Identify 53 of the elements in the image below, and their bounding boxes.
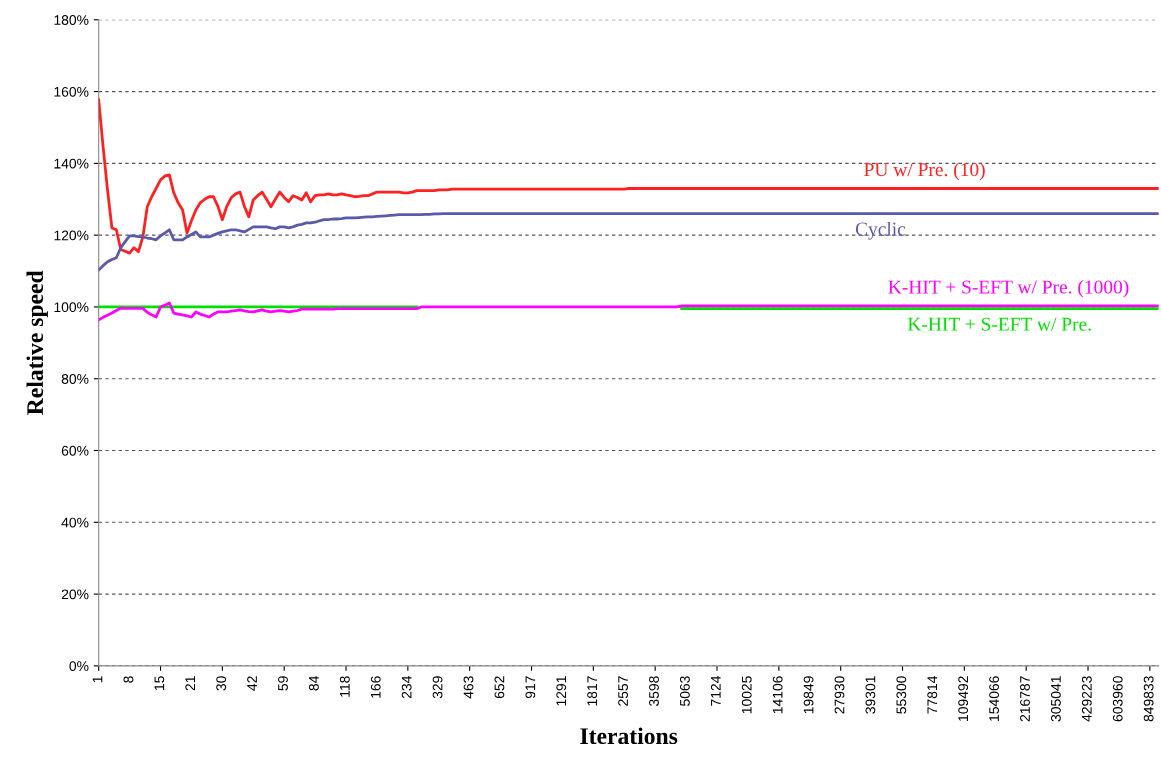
x-tick-label: 1817 [587,676,598,706]
y-tick-label: 160% [54,86,89,97]
x-tick-label: 603960 [1112,676,1123,722]
x-tick-label: 234 [401,676,412,699]
line-series [98,98,1159,255]
y-tick-label: 80% [61,374,89,384]
x-tick-label: 77814 [927,676,938,714]
x-tick-label: 27930 [834,676,845,714]
series-label: PU w/ Pre. (10) [864,162,985,181]
x-tick-label: 849833 [1143,676,1154,722]
y-axis-title: Relative speed [26,270,48,415]
y-tick-label: 0% [69,661,89,672]
x-tick-label: 42 [247,676,257,691]
x-tick-label: 154066 [989,676,999,721]
x-tick-label: 3598 [649,676,659,706]
y-tick-label: 40% [61,517,89,528]
y-tick-label: 140% [54,158,89,169]
x-tick-label: 39301 [865,676,876,714]
x-tick-label: 216787 [1020,676,1030,722]
x-axis-title: Iterations [580,727,678,745]
x-tick-label: 55300 [896,676,907,714]
y-tick-label: 20% [61,589,89,600]
y-tick-label: 100% [54,302,89,313]
series-label: K-HIT + S-EFT w/ Pre. (1000) [888,279,1129,298]
series-label: Cyclic [855,221,906,240]
x-tick-label: 166 [370,676,381,698]
x-tick-label: 14106 [772,676,783,714]
x-tick-label: 1291 [556,676,567,706]
series-label: K-HIT + S-EFT w/ Pre. [907,317,1091,331]
x-tick-label: 19849 [803,676,814,714]
x-tick-label: 21 [185,676,196,691]
x-tick-label: 30 [216,676,227,691]
x-tick-label: 2557 [618,676,628,706]
x-tick-label: 118 [339,676,350,697]
x-tick-label: 1 [92,676,103,683]
x-tick-label: 652 [494,676,505,699]
x-tick-label: 15 [154,676,165,690]
x-tick-label: 84 [308,676,319,691]
y-tick-label: 180% [54,15,89,25]
y-tick-label: 120% [54,230,89,241]
x-tick-label: 429223 [1081,676,1092,722]
x-tick-label: 109492 [958,676,969,721]
x-tick-label: 5063 [679,676,690,706]
x-tick-label: 329 [432,676,443,699]
x-tick-label: 917 [525,676,536,699]
x-tick-label: 59 [278,676,288,691]
x-tick-label: 305041 [1050,676,1061,722]
x-tick-label: 7124 [710,676,721,706]
y-tick-label: 60% [61,445,89,456]
x-tick-label: 10025 [741,676,752,714]
x-tick-label: 463 [463,676,474,699]
line-series [98,212,1159,272]
x-tick-label: 8 [123,676,134,683]
